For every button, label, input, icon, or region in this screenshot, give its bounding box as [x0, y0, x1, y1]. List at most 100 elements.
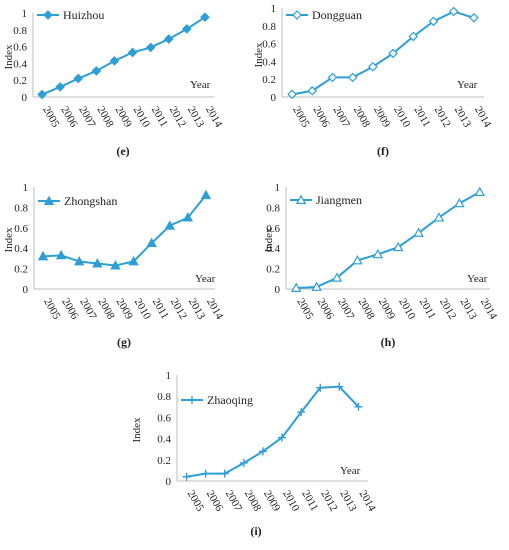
data-point [55, 82, 65, 92]
data-point [474, 186, 486, 197]
y-tick-label: 0 [271, 92, 277, 104]
x-tick-label: 2007 [223, 488, 245, 513]
data-point [73, 73, 84, 84]
data-point [163, 34, 174, 44]
x-tick-label: 2009 [113, 104, 135, 129]
data-point [469, 12, 479, 23]
y-tick-label: 0.8 [14, 202, 28, 214]
y-tick-label: 0.6 [266, 223, 280, 235]
data-point [239, 458, 248, 467]
data-point [182, 24, 192, 34]
data-point [128, 256, 139, 266]
x-tick-label: 2009 [261, 488, 283, 513]
x-tick-label: 2013 [337, 488, 359, 513]
x-tick-label: 2007 [76, 104, 98, 129]
y-tick-label: 0.6 [157, 412, 171, 424]
y-axis-label: Index [3, 227, 15, 253]
data-point [91, 66, 102, 76]
legend-marker [292, 10, 302, 20]
y-tick-label: 0.2 [266, 264, 280, 276]
x-tick-label: 2012 [167, 104, 188, 129]
x-tick-label: 2006 [310, 104, 332, 129]
y-tick-label: 0.8 [262, 21, 276, 33]
legend-label: Zhaoqing [207, 393, 253, 407]
y-tick-label: 0.4 [262, 56, 276, 68]
x-tick-label: 2010 [280, 488, 302, 513]
x-tick-label: 2005 [294, 296, 316, 321]
data-point [182, 212, 194, 222]
x-tick-label: 2011 [417, 296, 438, 321]
y-tick-label: 0 [166, 476, 172, 488]
data-point [127, 47, 138, 58]
x-tick-label: 2010 [132, 296, 154, 321]
x-tick-label: 2013 [186, 296, 208, 321]
x-tick-label: 2010 [131, 104, 153, 129]
x-tick-label: 2008 [94, 104, 116, 129]
data-point [145, 42, 156, 53]
x-tick-label: 2008 [355, 296, 377, 321]
data-point [372, 248, 384, 259]
x-tick-label: 2011 [150, 296, 171, 321]
x-axis-label: Year [190, 79, 211, 91]
data-point [200, 189, 212, 200]
x-axis-label: Year [195, 273, 216, 285]
y-tick-label: 0.6 [13, 42, 27, 54]
y-axis-label: Index [263, 227, 275, 253]
y-axis-label: Index [253, 42, 265, 68]
x-axis-label: Year [340, 465, 361, 477]
y-tick-label: 0 [22, 92, 28, 104]
x-tick-label: 2009 [114, 296, 136, 321]
x-tick-label: 2005 [40, 104, 62, 129]
y-tick-label: 1 [271, 3, 277, 15]
data-point [182, 472, 191, 481]
x-tick-label: 2006 [59, 296, 81, 321]
data-point [220, 469, 229, 478]
x-tick-label: 2012 [318, 488, 339, 513]
data-point [433, 212, 445, 222]
data-point [352, 255, 363, 265]
y-tick-label: 0.2 [262, 74, 276, 86]
chart-panel-i: 00.20.40.60.8120052006200720082009201020… [131, 370, 378, 538]
x-tick-label: 2010 [396, 296, 418, 321]
data-point [392, 241, 404, 252]
x-tick-label: 2012 [437, 296, 458, 321]
legend-marker [43, 10, 53, 20]
data-point [201, 469, 210, 478]
y-tick-label: 1 [166, 370, 172, 382]
x-tick-label: 2013 [457, 296, 479, 321]
data-point [297, 408, 306, 417]
chart-panel-f: 00.20.40.60.8120052006200720082009201020… [253, 3, 494, 158]
x-tick-label: 2007 [77, 296, 99, 321]
x-tick-label: 2012 [168, 296, 189, 321]
data-point [110, 260, 121, 270]
y-tick-label: 0 [23, 284, 29, 296]
x-tick-label: 2014 [357, 488, 379, 513]
y-tick-label: 1 [275, 182, 281, 194]
data-point [200, 12, 210, 23]
data-point [164, 220, 175, 230]
y-tick-label: 0.8 [157, 391, 171, 403]
y-tick-label: 0.2 [13, 75, 27, 87]
panel-caption: (g) [117, 335, 131, 349]
legend-label: Dongguan [312, 8, 362, 22]
data-point [428, 16, 439, 27]
y-tick-label: 0.8 [13, 25, 27, 37]
y-tick-label: 0.2 [157, 455, 171, 467]
data-point [448, 6, 459, 17]
y-tick-label: 0.8 [266, 202, 280, 214]
series-line [42, 194, 207, 267]
x-tick-label: 2009 [376, 296, 398, 321]
data-point [287, 89, 297, 100]
legend-marker [295, 194, 307, 204]
x-tick-label: 2005 [185, 488, 207, 513]
x-tick-label: 2013 [185, 104, 207, 129]
x-tick-label: 2006 [58, 104, 80, 129]
x-tick-label: 2006 [204, 488, 226, 513]
x-tick-label: 2011 [149, 104, 170, 129]
data-point [92, 258, 103, 268]
y-tick-label: 1 [23, 182, 29, 194]
data-point [408, 31, 419, 42]
data-point [37, 250, 49, 261]
x-tick-label: 2008 [95, 296, 117, 321]
